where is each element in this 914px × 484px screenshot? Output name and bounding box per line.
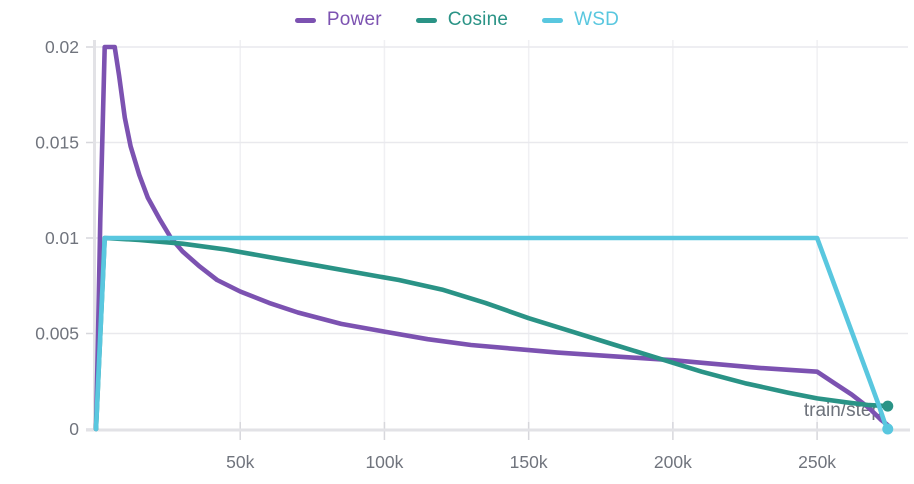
cosine-line-swatch bbox=[415, 17, 437, 23]
series-line-cosine[interactable] bbox=[93, 235, 891, 432]
power-line-swatch bbox=[294, 17, 316, 23]
x-tick-label: 150k bbox=[510, 452, 548, 472]
legend: Power Cosine WSD bbox=[0, 5, 914, 35]
y-tick-label: 0.005 bbox=[35, 324, 79, 344]
wsd-line-swatch bbox=[542, 17, 564, 23]
y-tick-label: 0.01 bbox=[45, 228, 79, 248]
x-tick-label: 50k bbox=[226, 452, 254, 472]
y-tick-label: 0.015 bbox=[35, 133, 79, 153]
legend-item-wsd[interactable]: WSD bbox=[542, 9, 619, 31]
series-end-dot-wsd bbox=[882, 423, 894, 435]
y-tick-label: 0.02 bbox=[45, 37, 79, 57]
legend-label-cosine: Cosine bbox=[447, 9, 509, 30]
legend-label-wsd: WSD bbox=[574, 9, 620, 30]
legend-item-cosine[interactable]: Cosine bbox=[415, 9, 509, 31]
legend-item-power[interactable]: Power bbox=[294, 9, 382, 31]
series-end-dot-cosine bbox=[882, 400, 894, 412]
legend-label-power: Power bbox=[326, 9, 382, 30]
y-tick-label: 0 bbox=[69, 419, 79, 439]
series-line-wsd[interactable] bbox=[93, 235, 891, 432]
series-line-power[interactable] bbox=[93, 44, 891, 432]
x-tick-label: 250k bbox=[798, 452, 836, 472]
x-tick-label: 200k bbox=[654, 452, 692, 472]
x-tick-label: 100k bbox=[365, 452, 403, 472]
